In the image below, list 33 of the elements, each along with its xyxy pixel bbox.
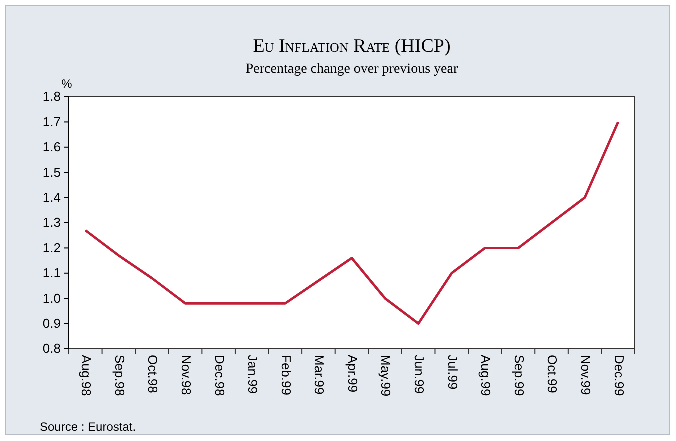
x-tick-label: Dec.99	[612, 355, 627, 396]
y-tick-label: 1.3	[42, 215, 61, 230]
x-tick-label: Mar.99	[312, 355, 328, 395]
x-tick-label: Aug.99	[478, 355, 494, 396]
y-tick-label: 1.0	[42, 290, 61, 306]
x-tick-label: Aug.98	[79, 355, 94, 396]
x-tick-label: Sep.98	[112, 355, 128, 396]
y-axis-title: %	[62, 77, 73, 91]
x-tick-label: Nov.98	[178, 355, 194, 396]
x-tick-label: Sep.99	[512, 355, 527, 396]
y-tick-label: 0.9	[42, 316, 61, 331]
chart-title: Eu Inflation Rate (HICP)	[253, 36, 451, 57]
y-tick-label: 1.5	[42, 164, 61, 180]
x-tick-label: Dec.98	[212, 355, 228, 396]
line-series	[84, 120, 620, 326]
y-tick-label: 1.6	[42, 140, 61, 155]
x-tick-label: Nov.99	[578, 355, 594, 396]
y-tick-label: 1.4	[42, 190, 61, 205]
x-tick-label: Jan.99	[246, 355, 261, 394]
y-tick-label: 1.2	[42, 240, 61, 256]
chart-subtitle: Percentage change over previous year	[246, 62, 458, 77]
y-tick-label: 0.8	[42, 341, 61, 356]
x-tick-label: Jun.99	[412, 355, 428, 394]
x-tick-label: May.99	[378, 355, 394, 397]
x-tick-label: Apr.99	[345, 355, 360, 393]
x-tick-label: Feb.99	[278, 355, 294, 396]
y-tick-label: 1.1	[42, 266, 61, 281]
x-tick-label: Oct.99	[545, 355, 560, 394]
y-tick-label: 1.8	[42, 89, 61, 104]
x-tick-label: Oct.98	[146, 355, 161, 394]
source-note: Source : Eurostat.	[40, 420, 136, 434]
x-tick-label: Jul.99	[445, 355, 460, 390]
y-tick-label: 1.7	[42, 114, 61, 130]
